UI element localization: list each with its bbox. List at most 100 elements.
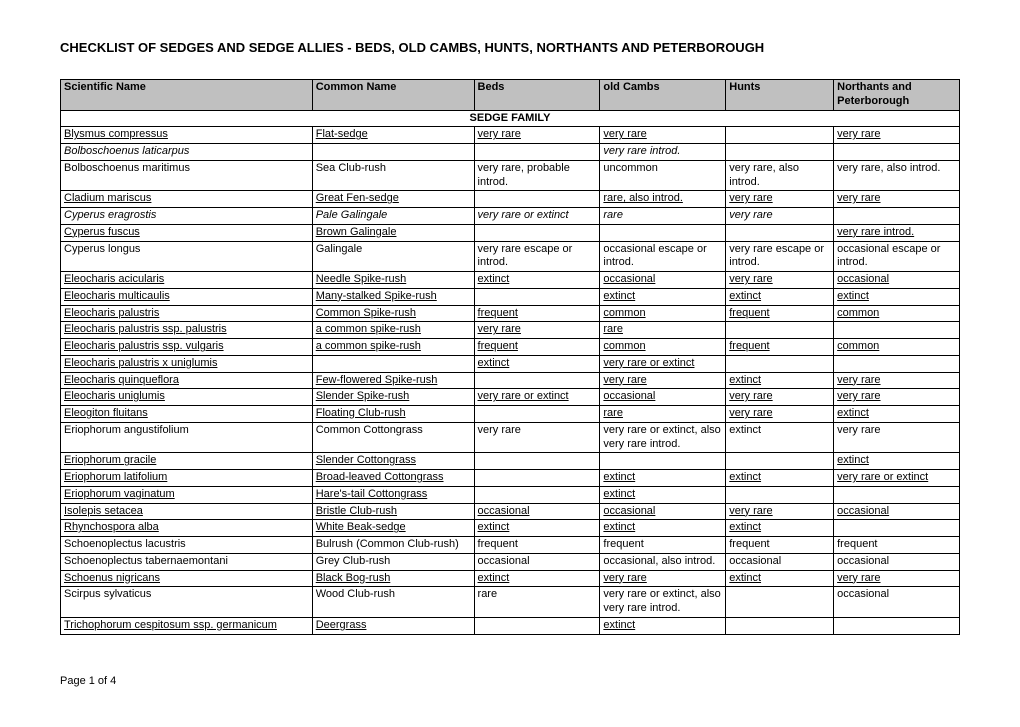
cell-common: Common Spike-rush [312,305,474,322]
cell-oldcambs [600,453,726,470]
cell-scientific: Isolepis setacea [61,503,313,520]
cell-beds [474,406,600,423]
cell-northants [834,617,960,634]
cell-northants: occasional [834,553,960,570]
cell-oldcambs: occasional [600,503,726,520]
cell-northants [834,322,960,339]
table-row: Eleocharis quinquefloraFew-flowered Spik… [61,372,960,389]
table-row: Eleocharis palustris ssp. palustrisa com… [61,322,960,339]
cell-scientific: Eleocharis palustris ssp. palustris [61,322,313,339]
cell-oldcambs: very rare or extinct, also very rare int… [600,422,726,453]
col-common: Common Name [312,80,474,111]
cell-hunts [726,355,834,372]
cell-common: Sea Club-rush [312,160,474,191]
cell-common: Pale Galingale [312,208,474,225]
col-scientific: Scientific Name [61,80,313,111]
cell-hunts [726,322,834,339]
cell-beds [474,617,600,634]
cell-beds: occasional [474,503,600,520]
cell-beds: very rare escape or introd. [474,241,600,272]
cell-scientific: Trichophorum cespitosum ssp. germanicum [61,617,313,634]
cell-scientific: Eleocharis palustris x uniglumis [61,355,313,372]
cell-beds [474,288,600,305]
cell-northants [834,144,960,161]
cell-beds [474,224,600,241]
cell-common: Grey Club-rush [312,553,474,570]
cell-hunts: extinct [726,570,834,587]
table-row: Eriophorum vaginatumHare's-tail Cottongr… [61,486,960,503]
col-oldcambs: old Cambs [600,80,726,111]
cell-hunts [726,617,834,634]
cell-northants [834,486,960,503]
cell-scientific: Eleocharis palustris [61,305,313,322]
table-row: Eleocharis palustris ssp. vulgarisa comm… [61,339,960,356]
cell-scientific: Eriophorum latifolium [61,470,313,487]
cell-hunts: extinct [726,520,834,537]
cell-oldcambs: very rare or extinct, also very rare int… [600,587,726,618]
cell-beds: extinct [474,520,600,537]
table-row: Schoenus nigricansBlack Bog-rushextinctv… [61,570,960,587]
cell-northants: very rare [834,372,960,389]
cell-scientific: Schoenoplectus tabernaemontani [61,553,313,570]
cell-beds: very rare [474,322,600,339]
cell-northants: common [834,339,960,356]
cell-common: Galingale [312,241,474,272]
cell-beds: occasional [474,553,600,570]
cell-oldcambs: rare, also introd. [600,191,726,208]
cell-hunts: very rare [726,272,834,289]
section-row: SEDGE FAMILY [61,110,960,127]
cell-scientific: Bolboschoenus maritimus [61,160,313,191]
table-row: Cladium mariscusGreat Fen-sedge rare, als… [61,191,960,208]
cell-scientific: Eleogiton fluitans [61,406,313,423]
cell-common: Great Fen-sedge [312,191,474,208]
cell-oldcambs: frequent [600,537,726,554]
cell-beds: extinct [474,355,600,372]
table-row: Blysmus compressusFlat-sedgevery rarever… [61,127,960,144]
cell-common: Hare's-tail Cottongrass [312,486,474,503]
cell-northants: frequent [834,537,960,554]
table-row: Eleogiton fluitansFloating Club-rushrare… [61,406,960,423]
cell-beds [474,486,600,503]
cell-scientific: Schoenus nigricans [61,570,313,587]
header-row: Scientific Name Common Name Beds old Cam… [61,80,960,111]
cell-scientific: Cladium mariscus [61,191,313,208]
cell-northants [834,355,960,372]
cell-northants: occasional [834,587,960,618]
cell-beds [474,453,600,470]
cell-scientific: Eleocharis quinqueflora [61,372,313,389]
cell-oldcambs [600,224,726,241]
table-row: Bolboschoenus laticarpus very rare introd… [61,144,960,161]
cell-oldcambs: extinct [600,288,726,305]
cell-hunts [726,587,834,618]
cell-oldcambs: very rare introd. [600,144,726,161]
cell-beds [474,191,600,208]
cell-northants: very rare introd. [834,224,960,241]
cell-oldcambs: common [600,339,726,356]
cell-scientific: Eleocharis uniglumis [61,389,313,406]
cell-northants [834,520,960,537]
table-row: Cyperus fuscusBrown Galingalevery rare i… [61,224,960,241]
cell-hunts [726,224,834,241]
cell-scientific: Eleocharis acicularis [61,272,313,289]
table-row: Cyperus eragrostisPale Galingalevery rar… [61,208,960,225]
cell-hunts [726,127,834,144]
cell-common: White Beak-sedge [312,520,474,537]
cell-oldcambs: extinct [600,470,726,487]
cell-oldcambs: extinct [600,486,726,503]
cell-hunts: extinct [726,288,834,305]
cell-common: Broad-leaved Cottongrass [312,470,474,487]
cell-oldcambs: occasional, also introd. [600,553,726,570]
cell-northants: very rare or extinct [834,470,960,487]
cell-oldcambs: extinct [600,617,726,634]
table-row: Eriophorum angustifoliumCommon Cottongra… [61,422,960,453]
cell-common: Slender Spike-rush [312,389,474,406]
cell-northants: occasional [834,272,960,289]
cell-hunts: extinct [726,372,834,389]
cell-beds: frequent [474,537,600,554]
cell-northants: very rare [834,570,960,587]
cell-scientific: Bolboschoenus laticarpus [61,144,313,161]
cell-hunts [726,453,834,470]
cell-common: a common spike-rush [312,339,474,356]
cell-common: Brown Galingale [312,224,474,241]
cell-common: Flat-sedge [312,127,474,144]
